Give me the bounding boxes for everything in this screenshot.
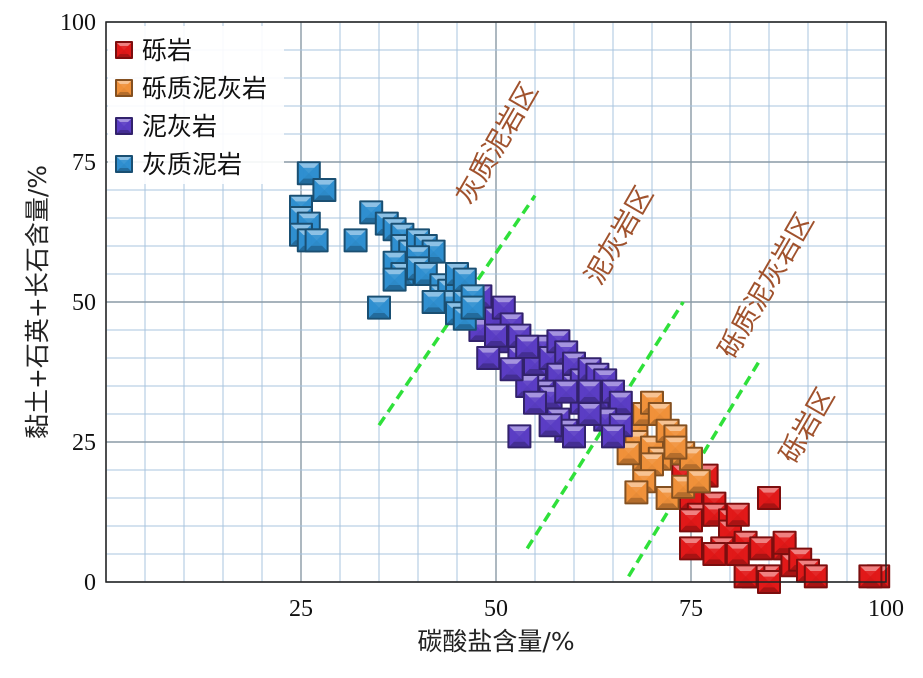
point-泥灰岩 xyxy=(484,323,508,348)
point-砾岩 xyxy=(725,502,750,527)
point-灰质泥岩 xyxy=(460,295,485,320)
x-axis-title: 碳酸盐含量/% xyxy=(417,627,574,656)
legend-marker xyxy=(115,79,133,97)
point-泥灰岩 xyxy=(476,346,501,370)
legend-label: 砾质泥灰岩 xyxy=(142,74,267,103)
legend-label: 泥灰岩 xyxy=(142,112,217,141)
point-灰质泥岩 xyxy=(343,228,368,253)
point-灰质泥岩 xyxy=(421,290,446,314)
legend-marker xyxy=(115,155,133,173)
point-砾质泥灰岩 xyxy=(616,441,641,466)
point-砾岩 xyxy=(757,486,781,510)
plot-frame xyxy=(105,21,887,583)
point-砾岩 xyxy=(749,536,774,561)
point-砾质泥灰岩 xyxy=(663,435,688,460)
x-tick-label: 100 xyxy=(868,596,904,622)
x-tick-label: 25 xyxy=(289,596,313,622)
point-砾岩 xyxy=(733,564,758,589)
point-灰质泥岩 xyxy=(413,262,438,286)
y-tick-label: 100 xyxy=(60,10,96,36)
point-砾质泥灰岩 xyxy=(624,480,649,505)
point-泥灰岩 xyxy=(601,424,625,449)
point-泥灰岩 xyxy=(538,413,563,438)
y-tick-label: 50 xyxy=(72,290,96,316)
point-灰质泥岩 xyxy=(312,178,337,202)
point-砾岩 xyxy=(679,508,703,533)
point-砾岩 xyxy=(803,564,828,589)
point-泥灰岩 xyxy=(554,379,579,404)
point-砾岩 xyxy=(702,542,727,566)
point-灰质泥岩 xyxy=(367,295,391,320)
zone-divider-line xyxy=(627,357,763,578)
y-tick-label: 0 xyxy=(84,570,96,596)
x-tick-label: 75 xyxy=(679,596,703,622)
point-泥灰岩 xyxy=(507,424,532,449)
point-砾质泥灰岩 xyxy=(686,469,711,494)
point-泥灰岩 xyxy=(577,379,602,404)
y-tick-label: 25 xyxy=(72,430,96,456)
point-砾岩 xyxy=(858,564,883,589)
point-灰质泥岩 xyxy=(304,228,329,253)
zone-divider-line xyxy=(377,194,537,427)
point-泥灰岩 xyxy=(515,334,540,359)
point-砾岩 xyxy=(679,536,703,561)
point-泥灰岩 xyxy=(499,357,524,382)
legend-background xyxy=(108,26,284,184)
legend-marker xyxy=(115,117,133,135)
y-tick-label: 75 xyxy=(72,150,96,176)
legend-label: 灰质泥岩 xyxy=(142,150,242,179)
point-泥灰岩 xyxy=(523,390,547,415)
legend-label: 砾岩 xyxy=(142,36,192,65)
x-tick-label: 50 xyxy=(484,596,508,622)
legend-marker xyxy=(115,41,133,59)
point-泥灰岩 xyxy=(562,424,586,449)
point-灰质泥岩 xyxy=(382,267,407,292)
tick-labels: 25 50 75 100 0 25 50 75 100 xyxy=(60,10,904,622)
point-泥灰岩 xyxy=(491,295,516,320)
y-axis-title: 黏土+石英+长石含量/% xyxy=(23,165,52,439)
point-砾岩 xyxy=(725,542,750,566)
data-points xyxy=(289,161,891,594)
point-泥灰岩 xyxy=(577,402,602,426)
